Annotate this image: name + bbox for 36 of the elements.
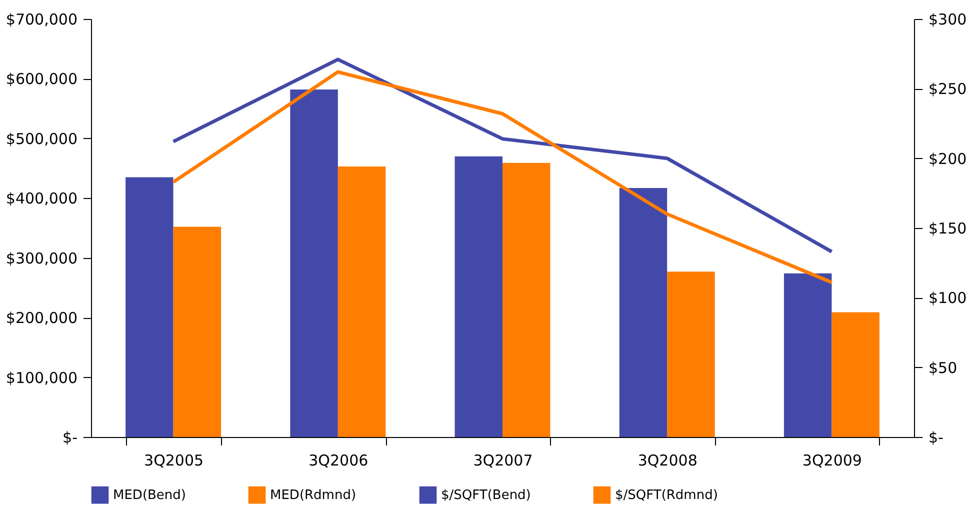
- bar: [338, 166, 386, 437]
- bar: [667, 272, 715, 437]
- y-tick-label: $300,000: [6, 249, 78, 268]
- x-tick-label: 3Q2008: [638, 452, 698, 470]
- bar: [454, 156, 502, 437]
- y2-tick-label: $-: [928, 428, 944, 446]
- bar: [832, 312, 880, 437]
- bar: [502, 162, 550, 437]
- legend-label: MED(Rdmnd): [270, 488, 356, 504]
- y-tick-label: $-: [62, 428, 78, 446]
- y2-tick-label: $300: [928, 10, 967, 28]
- bar: [784, 273, 832, 437]
- x-tick-label: 3Q2006: [308, 452, 368, 470]
- bar: [173, 226, 222, 437]
- legend-label: MED(Bend): [113, 488, 186, 504]
- line-series: [172, 58, 834, 254]
- y2-tick-label: $50: [928, 358, 958, 377]
- x-tick-label: 3Q2009: [802, 452, 862, 470]
- y2-tick-label: $250: [928, 80, 967, 98]
- y-tick-label: $100,000: [6, 368, 78, 387]
- x-tick-label: 3Q2005: [144, 452, 204, 470]
- y2-tick-label: $200: [928, 150, 967, 168]
- y-tick-label: $400,000: [6, 190, 78, 208]
- bar: [126, 177, 174, 437]
- bar: [290, 89, 338, 437]
- x-tick-label: 3Q2007: [473, 452, 533, 470]
- y-tick-label: $500,000: [6, 130, 78, 148]
- bar: [619, 188, 668, 437]
- line-series: [172, 70, 834, 284]
- y-tick-label: $700,000: [6, 10, 78, 28]
- y2-tick-label: $100: [928, 289, 967, 308]
- y-tick-label: $200,000: [6, 309, 78, 328]
- legend-label: $/SQFT(Bend): [441, 488, 531, 504]
- y-tick-label: $600,000: [6, 70, 78, 88]
- legend-label: $/SQFT(Rdmnd): [615, 488, 718, 504]
- y2-tick-label: $150: [928, 220, 967, 238]
